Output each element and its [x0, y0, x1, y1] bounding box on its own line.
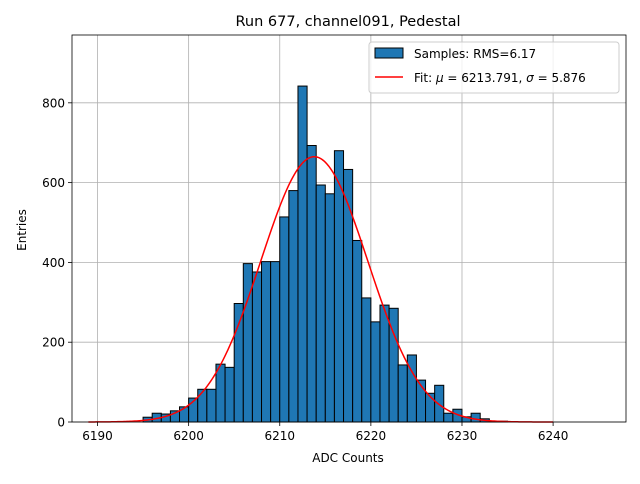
histogram-bar-10: [234, 304, 243, 422]
histogram-bar-15: [280, 217, 289, 422]
legend-label-samples: Samples: RMS=6.17: [414, 47, 536, 61]
histogram-bar-14: [271, 262, 280, 422]
histogram-bar-23: [353, 240, 362, 422]
histogram-bar-4: [180, 407, 189, 422]
histogram-bar-25: [371, 322, 380, 422]
histogram-bar-31: [426, 393, 435, 422]
histogram-bar-9: [225, 367, 234, 422]
histogram-bar-36: [471, 413, 480, 422]
histogram-bar-6: [198, 389, 207, 422]
legend-patch-samples: [375, 48, 403, 58]
histogram-bar-33: [444, 413, 453, 422]
y-tick-label-1: 200: [42, 336, 65, 350]
x-tick-label-5: 6240: [538, 429, 569, 443]
legend-fit-mu-value: = 6213.791,: [444, 71, 527, 85]
histogram-bar-24: [362, 298, 371, 422]
x-tick-label-1: 6200: [173, 429, 204, 443]
histogram-bar-20: [325, 194, 334, 422]
chart-svg: 6190 6200 6210 6220 6230 6240 0 200 400 600 800 R…: [0, 0, 640, 480]
histogram-bar-7: [207, 389, 216, 422]
chart-title: Run 677, channel091, Pedestal: [235, 14, 460, 30]
x-tick-label-0: 6190: [82, 429, 113, 443]
histogram-bar-13: [262, 262, 271, 422]
x-tick-label-2: 6210: [264, 429, 295, 443]
y-tick-label-4: 800: [42, 96, 65, 110]
histogram-bar-12: [252, 272, 261, 422]
legend-fit-mu-symbol: μ: [435, 71, 444, 85]
y-tick-label-2: 400: [42, 256, 65, 270]
legend-fit-prefix: Fit:: [414, 71, 436, 85]
histogram-bar-17: [298, 86, 307, 422]
y-tick-label-3: 600: [42, 176, 65, 190]
histogram-bar-11: [243, 264, 252, 422]
x-tick-label-3: 6220: [356, 429, 387, 443]
histogram-bar-26: [380, 305, 389, 422]
histogram-bar-19: [316, 185, 325, 422]
x-tick-label-4: 6230: [447, 429, 478, 443]
histogram-chart: 6190 6200 6210 6220 6230 6240 0 200 400 600 800 R…: [0, 0, 640, 480]
histogram-bar-28: [398, 365, 407, 422]
legend-fit-sigma-value: = 5.876: [534, 71, 586, 85]
histogram-bar-18: [307, 146, 316, 422]
histogram-bar-22: [344, 169, 353, 422]
y-axis-label: Entries: [15, 209, 29, 251]
histogram-bar-8: [216, 364, 225, 422]
legend-label-fit: Fit: μ = 6213.791, σ = 5.876: [414, 71, 586, 85]
histogram-bar-16: [289, 191, 298, 422]
legend: Samples: RMS=6.17 Fit: μ = 6213.791, σ =…: [369, 42, 619, 93]
y-tick-label-0: 0: [57, 416, 65, 430]
x-axis-label: ADC Counts: [312, 451, 384, 465]
